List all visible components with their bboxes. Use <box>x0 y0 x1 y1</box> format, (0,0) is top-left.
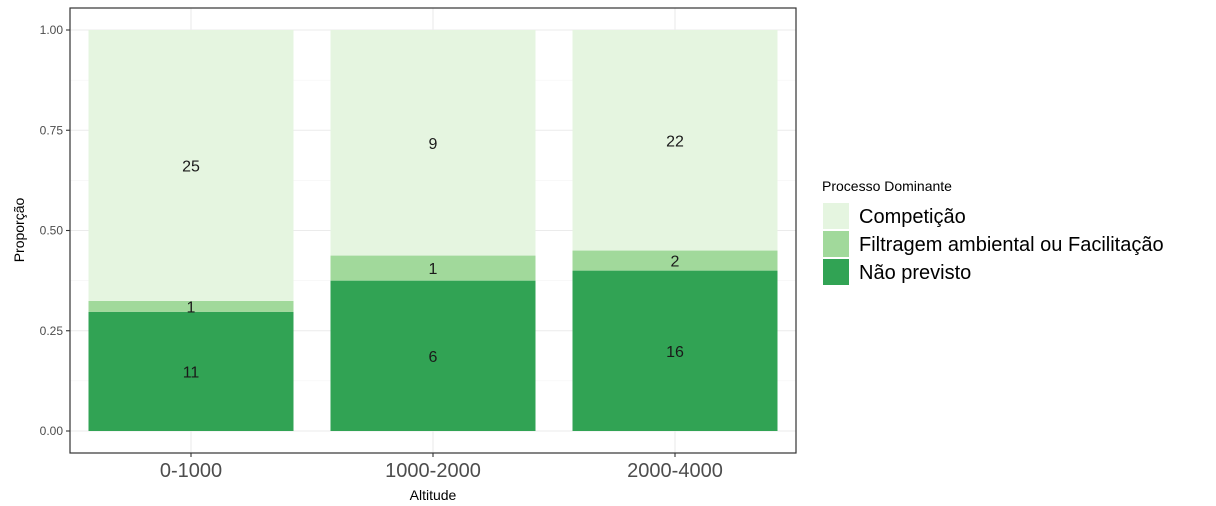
bar-segment <box>572 270 778 431</box>
bar-segment <box>330 280 536 431</box>
legend-label: Competição <box>859 206 966 228</box>
bar-segment <box>88 300 294 312</box>
bar-count-label: 1 <box>429 261 438 278</box>
bar-segment <box>572 250 778 271</box>
bar-segment <box>572 30 778 251</box>
x-tick-label: 2000-4000 <box>627 460 723 482</box>
x-axis: 0-1000 1000-2000 2000-4000 <box>160 453 723 482</box>
y-tick-label: 0.50 <box>40 224 64 238</box>
legend-label: Não previsto <box>859 262 971 284</box>
bar-count-label: 6 <box>429 349 438 366</box>
legend-title: Processo Dominante <box>822 178 952 194</box>
x-tick-label: 1000-2000 <box>385 460 481 482</box>
legend-swatch <box>823 231 849 257</box>
bar-segment <box>88 30 294 301</box>
bar-segment <box>330 255 536 281</box>
bar-count-label: 9 <box>429 136 438 153</box>
bar-count-label: 11 <box>183 364 200 381</box>
legend-swatch <box>823 203 849 229</box>
bar-count-label: 16 <box>666 344 684 361</box>
legend-label: Filtragem ambiental ou Facilitação <box>859 234 1164 256</box>
x-axis-title: Altitude <box>410 487 457 503</box>
legend: Processo Dominante Competição Filtragem a… <box>822 178 1164 285</box>
bar-count-label: 2 <box>671 254 680 271</box>
legend-items: Competição Filtragem ambiental ou Facilit… <box>823 203 1164 285</box>
bar-count-label: 22 <box>666 133 684 150</box>
y-tick-label: 0.75 <box>40 123 64 137</box>
y-tick-label: 0.00 <box>40 424 64 438</box>
y-tick-label: 1.00 <box>40 23 64 37</box>
bar-count-label: 1 <box>187 299 196 316</box>
x-tick-label: 0-1000 <box>160 460 222 482</box>
y-axis-title: Proporção <box>11 197 27 262</box>
bars <box>88 30 778 431</box>
legend-swatch <box>823 259 849 285</box>
bar-segment <box>330 30 536 256</box>
bar-segment <box>88 311 294 431</box>
y-tick-label: 0.25 <box>40 324 64 338</box>
y-axis: 0.00 0.25 0.50 0.75 1.00 <box>40 23 70 438</box>
bar-count-label: 25 <box>182 158 200 175</box>
